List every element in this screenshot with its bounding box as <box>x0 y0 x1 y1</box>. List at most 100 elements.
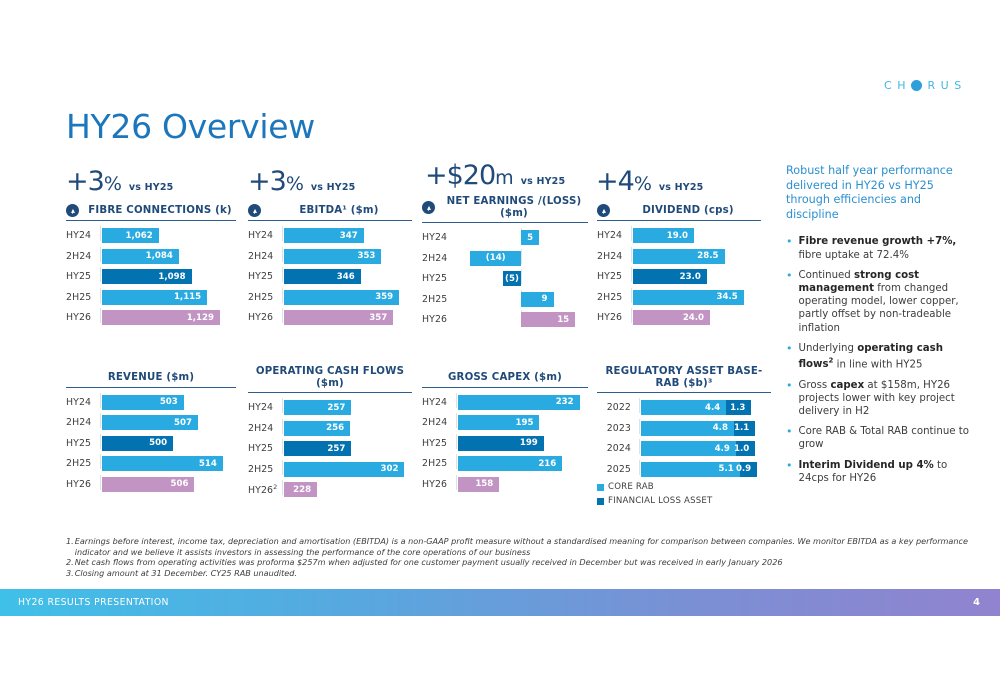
legend-swatch <box>597 483 604 491</box>
bar-value: 347 <box>339 230 358 241</box>
bullet-text: Fibre revenue growth +7%, fibre uptake a… <box>798 236 957 261</box>
axis-baseline <box>631 308 633 324</box>
bar-label: HY25 <box>66 271 92 283</box>
chart-panel-4: DIVIDEND (cps) HY24 19.0 2H24 28.5 HY25 23.0 2H… <box>597 204 761 331</box>
chart-bar: 1,062 <box>102 228 159 243</box>
chart-header: OPERATING CASH FLOWS ($m) <box>248 366 412 393</box>
bar-track: 347 <box>282 226 412 243</box>
bar-track: 346 <box>282 267 412 285</box>
bar-label: HY26 <box>597 312 623 324</box>
logo-dot-icon <box>910 80 922 91</box>
axis-baseline <box>282 226 284 241</box>
chart-bar-row: HY24 257 <box>248 398 412 415</box>
bar-track: 1,115 <box>100 287 236 305</box>
bar-value: 357 <box>369 312 388 323</box>
axis-baseline <box>639 418 641 434</box>
logo-letter: C <box>884 79 892 92</box>
bar-track: 24.0 <box>631 308 761 326</box>
bar-label: HY26 <box>248 312 274 324</box>
bar-value: 1.0 <box>734 443 750 454</box>
kpi-4: +4% vs HY25 <box>596 166 703 197</box>
bar-value: 34.5 <box>716 292 738 303</box>
axis-baseline <box>282 308 284 324</box>
arrow-up-icon <box>66 204 79 217</box>
chart-bar-row: 2H24 (14) <box>422 248 588 266</box>
bar-segment-core-rab: 4.8 <box>641 420 734 436</box>
bar-track: 34.5 <box>631 287 761 305</box>
chart-bar: 1,115 <box>102 289 208 305</box>
bar-label: HY24 <box>422 396 448 408</box>
axis-baseline <box>282 246 284 262</box>
bar-label: 2H25 <box>422 458 448 470</box>
chart-rows: HY24 257 2H24 256 HY25 257 2H25 302 HY262 228 <box>248 398 412 498</box>
bar-track: 503 <box>100 392 236 410</box>
bar-value: 257 <box>327 402 346 413</box>
bar-label: HY24 <box>66 230 92 241</box>
bar-track: 5.1 0.9 <box>639 459 771 477</box>
bar-track: 216 <box>456 454 588 472</box>
axis-baseline <box>456 392 458 408</box>
chart-bar-row: HY24 232 <box>422 392 588 410</box>
chart-bar: 353 <box>284 248 382 264</box>
bar-label: HY24 <box>597 230 623 241</box>
chart-bar: 1,084 <box>102 248 179 264</box>
chart-bar: 232 <box>458 394 580 410</box>
arrow-up-icon <box>422 201 435 214</box>
chart-bar: 507 <box>102 415 198 431</box>
kpi-unit: % <box>633 173 652 195</box>
bar-segment-financial-loss-asset: 0.9 <box>736 461 758 477</box>
bar-track: 1,098 <box>100 267 236 285</box>
bar-track: 28.5 <box>631 246 761 264</box>
axis-baseline <box>639 439 641 455</box>
bullet-text: Core RAB & Total RAB continue to grow <box>798 426 970 451</box>
bar-segment-financial-loss-asset: 1.0 <box>734 441 756 457</box>
bar-track: 1,084 <box>100 246 236 264</box>
chart-bar-row: 2H24 507 <box>66 413 236 431</box>
chart-header: NET EARNINGS /(LOSS) ($m) <box>422 196 588 223</box>
bar-label: 2H24 <box>597 250 623 262</box>
chart-bar-row: HY25 346 <box>248 267 412 285</box>
kpi-value: +3 <box>248 166 287 197</box>
footnote: 2. Net cash flows from operating activiti… <box>66 557 986 568</box>
bar-track: 23.0 <box>631 267 761 285</box>
stacked-bar: 4.4 1.3 <box>641 400 752 415</box>
chart-bar: 15 <box>521 312 576 328</box>
legend-label: FINANCIAL LOSS ASSET <box>608 496 713 507</box>
bullet-icon: • <box>786 268 793 282</box>
axis-baseline <box>456 433 458 449</box>
bar-label: 2H25 <box>248 463 274 475</box>
bar-value: 506 <box>170 479 189 490</box>
chart-bar-row: HY26 158 <box>422 474 588 492</box>
bar-label: HY25 <box>248 271 274 283</box>
bar-track: 353 <box>282 246 412 264</box>
chart-header: FIBRE CONNECTIONS (k) <box>66 204 236 221</box>
bar-value: (14) <box>485 253 506 264</box>
chart-bar-row: HY25 (5) <box>422 269 588 287</box>
bar-track: 506 <box>100 474 236 492</box>
bar-track: (5) <box>456 269 588 287</box>
kpi-value: +$20 <box>425 160 496 191</box>
axis-baseline <box>100 474 102 490</box>
chart-bar: 359 <box>284 289 400 305</box>
bar-label: 2H24 <box>248 250 274 262</box>
commentary-lead: Robust half year performance delivered i… <box>786 164 953 221</box>
chart-title: FIBRE CONNECTIONS (k) <box>88 204 232 216</box>
bar-label: 2025 <box>606 463 631 475</box>
bullet-text: Continued strong cost management from ch… <box>798 269 959 334</box>
chart-header: GROSS CAPEX ($m) <box>422 372 588 388</box>
axis-baseline <box>456 474 458 490</box>
chart-title: NET EARNINGS /(LOSS) ($m) <box>446 196 582 219</box>
chart-rows: HY24 19.0 2H24 28.5 HY25 23.0 2H25 34.5 HY26 24.0 <box>597 226 761 326</box>
chart-bar-row: 2H25 302 <box>248 459 412 477</box>
bar-track: 507 <box>100 413 236 431</box>
chart-bar: 28.5 <box>633 248 725 264</box>
commentary-bullets: • Fibre revenue growth +7%, fibre uptake … <box>786 235 976 485</box>
chart-legend: CORE RAB FINANCIAL LOSS ASSET <box>597 482 771 506</box>
bar-track: 359 <box>282 287 412 305</box>
bar-value: 19.0 <box>666 230 688 241</box>
bar-value: 5.1 <box>718 464 734 475</box>
bar-track: 199 <box>456 433 588 451</box>
chart-header: DIVIDEND (cps) <box>597 204 761 221</box>
chart-bar-row: 2023 4.8 1.1 <box>597 418 771 436</box>
legend-item: CORE RAB <box>597 482 771 492</box>
